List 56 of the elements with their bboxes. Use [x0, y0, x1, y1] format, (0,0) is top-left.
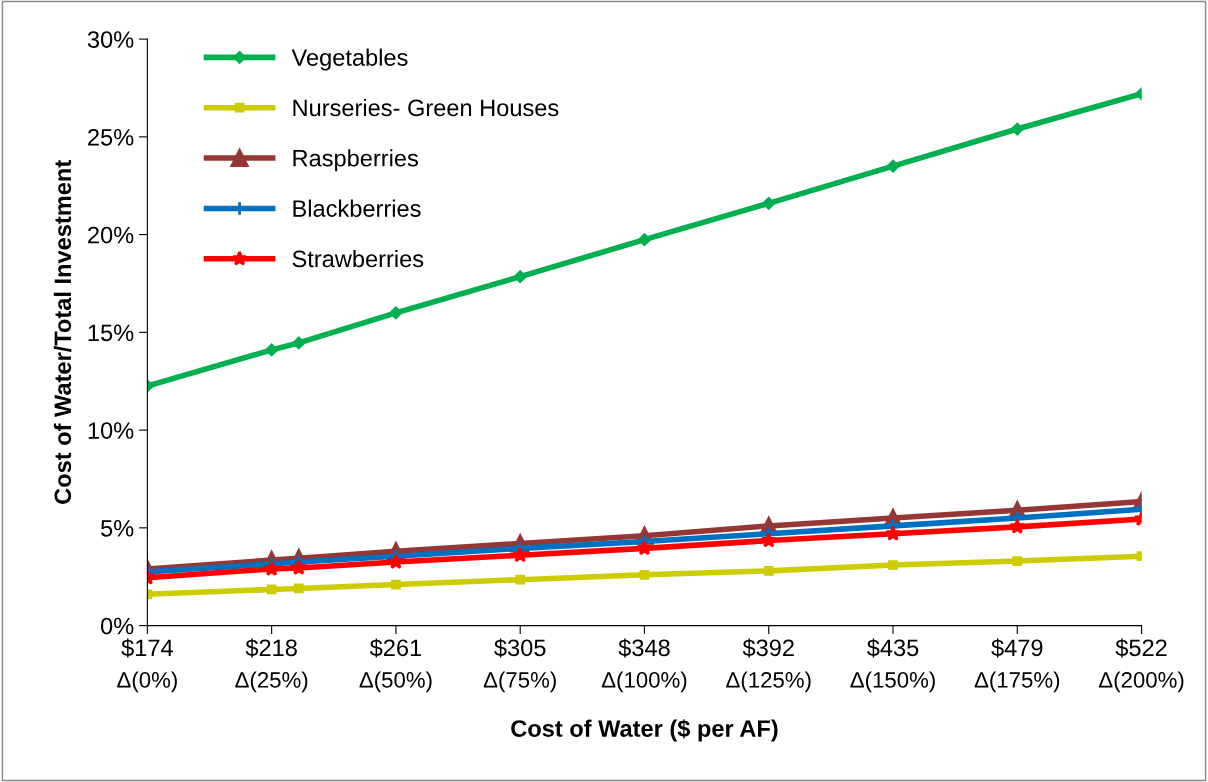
point — [512, 546, 529, 563]
text: Δ(200%) — [1098, 671, 1184, 693]
point — [638, 233, 651, 246]
point — [515, 574, 526, 585]
x-tick-label: $305 — [494, 638, 546, 658]
x-tick-label: $522 — [1115, 638, 1167, 658]
text: Δ(175%) — [974, 671, 1060, 693]
point — [513, 270, 527, 283]
x-tick-label: $261 — [369, 638, 422, 658]
legend-label: Raspberries — [293, 149, 418, 172]
point — [760, 532, 777, 548]
legend-label: Nurseries- Green Houses — [293, 98, 559, 117]
point — [389, 306, 403, 320]
y-tick-label: 10% — [88, 422, 134, 439]
y-tick-label: 30% — [87, 31, 134, 48]
point — [263, 560, 280, 576]
point — [888, 560, 898, 570]
point — [763, 566, 774, 576]
x-tick-label: $392 — [742, 638, 794, 658]
text: Δ(100%) — [601, 671, 687, 693]
y-tick-label: 25% — [88, 128, 134, 146]
point — [266, 584, 277, 595]
legend-label: Strawberries — [292, 249, 424, 268]
x-tick-label: $174 — [121, 638, 173, 658]
y-tick-label: 20% — [88, 226, 134, 244]
point — [636, 540, 653, 556]
point — [265, 343, 278, 357]
y-tick-label: 15% — [88, 324, 134, 342]
text: Δ(25%) — [235, 671, 308, 693]
point — [293, 583, 304, 594]
point — [1009, 518, 1026, 534]
legend-label: Blackberries — [293, 199, 421, 217]
point — [1010, 122, 1024, 136]
text: Δ(0%) — [117, 671, 177, 693]
y-tick-label: 0% — [100, 617, 134, 635]
point — [639, 569, 650, 580]
x-tick-label: $348 — [618, 638, 670, 658]
point — [1012, 556, 1023, 566]
point — [886, 159, 900, 173]
legend-label: Vegetables — [291, 48, 408, 71]
x-tick-label: $218 — [245, 638, 297, 658]
point — [391, 579, 401, 590]
y-tick-label: 5% — [101, 520, 134, 537]
point — [387, 553, 404, 570]
y-axis-title: Cost of Water/Total Investment — [53, 160, 72, 504]
x-tick-label: $479 — [991, 638, 1043, 658]
point — [762, 197, 776, 210]
text: Δ(125%) — [726, 671, 811, 693]
point — [290, 559, 307, 575]
point — [292, 336, 306, 350]
x-tick-label: $435 — [867, 638, 919, 658]
point — [885, 525, 902, 541]
text: Δ(50%) — [359, 671, 432, 693]
x-axis-title: Cost of Water ($ per AF) — [511, 719, 778, 742]
text: Δ(75%) — [483, 671, 556, 693]
text: Δ(150%) — [850, 671, 935, 693]
